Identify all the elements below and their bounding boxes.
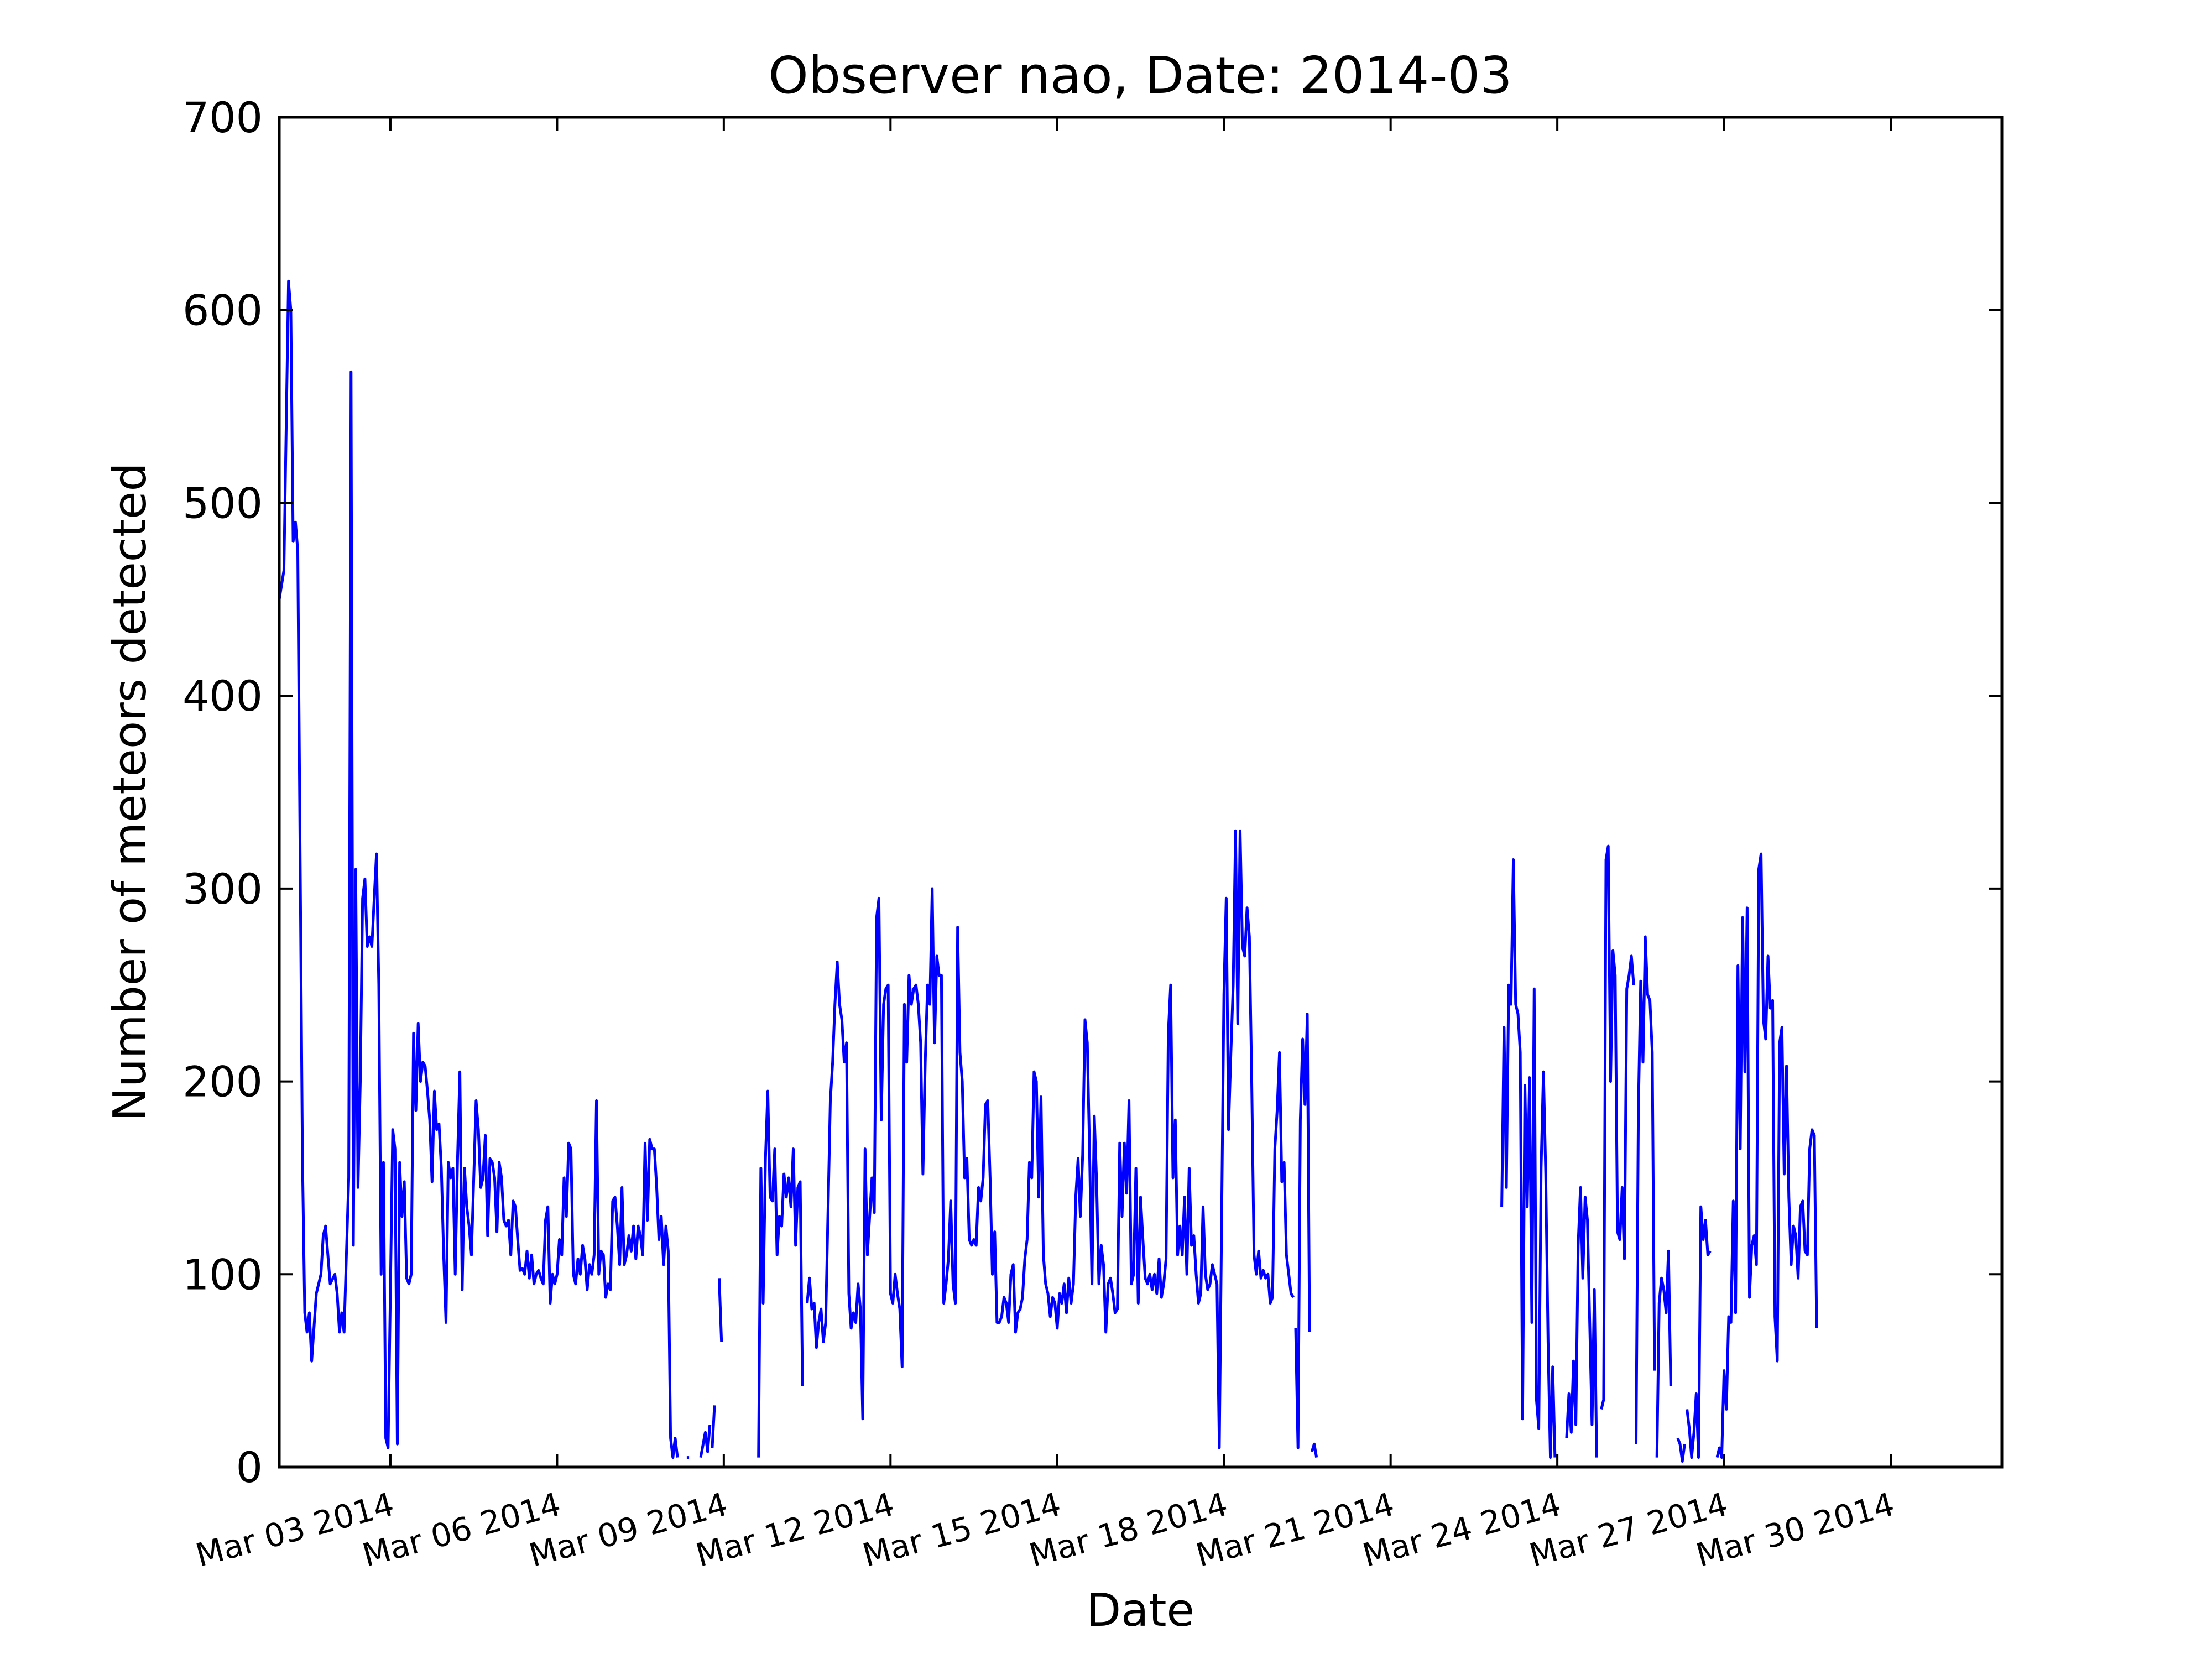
series-line-segment bbox=[1294, 1013, 1311, 1449]
y-tick-label: 500 bbox=[182, 478, 263, 528]
series-line-segment bbox=[1686, 1205, 1712, 1459]
plot-area bbox=[279, 117, 2002, 1467]
series-line-segment bbox=[1310, 1442, 1318, 1458]
chart-title: Observer nao, Date: 2014-03 bbox=[768, 46, 1512, 105]
series-line-segment bbox=[1635, 935, 1656, 1444]
series-line-segment bbox=[278, 279, 679, 1459]
series-line-segment bbox=[711, 1405, 716, 1448]
y-tick-label: 100 bbox=[182, 1250, 263, 1299]
data-line-layer bbox=[278, 279, 1818, 1463]
series-line-segment bbox=[699, 1425, 712, 1458]
y-axis-label: Number of meteors detected bbox=[104, 462, 156, 1121]
y-tick-label: 400 bbox=[182, 671, 263, 721]
y-tick-label: 300 bbox=[182, 864, 263, 914]
series-line-segment bbox=[757, 1089, 804, 1458]
plot-frame bbox=[278, 116, 2004, 1469]
y-axis-ticks: 0 100 200 300 400 500 600 700 bbox=[182, 93, 2002, 1492]
series-line-segment bbox=[1600, 844, 1635, 1410]
series-line-segment bbox=[1565, 1186, 1598, 1458]
y-tick-label: 700 bbox=[182, 93, 263, 142]
series-line-segment bbox=[1500, 858, 1557, 1459]
y-tick-label: 600 bbox=[182, 286, 263, 335]
y-tick-label: 200 bbox=[182, 1057, 263, 1107]
series-line-segment bbox=[806, 829, 1295, 1449]
y-tick-label: 0 bbox=[236, 1443, 263, 1492]
series-line-segment bbox=[1715, 852, 1818, 1459]
series-line-segment bbox=[1676, 1437, 1686, 1463]
series-line-segment bbox=[718, 1278, 723, 1342]
series-line-segment bbox=[1655, 1249, 1672, 1458]
x-axis-label: Date bbox=[1086, 1584, 1194, 1637]
